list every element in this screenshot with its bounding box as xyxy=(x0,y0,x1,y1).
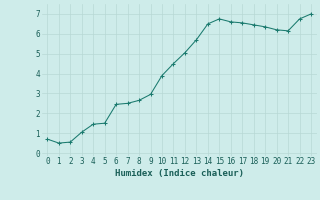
X-axis label: Humidex (Indice chaleur): Humidex (Indice chaleur) xyxy=(115,169,244,178)
